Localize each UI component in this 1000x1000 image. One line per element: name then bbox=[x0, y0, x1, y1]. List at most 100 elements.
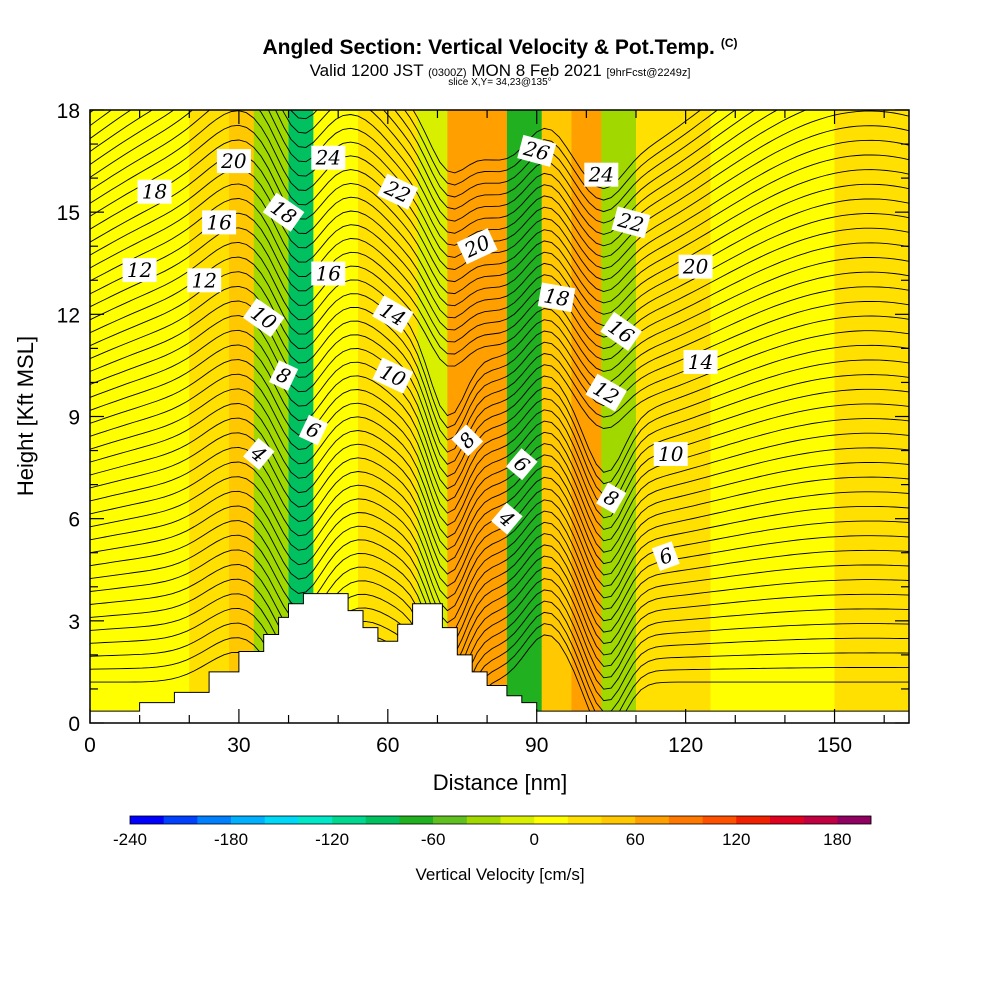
isentrope-label-text: 18 bbox=[142, 180, 167, 204]
colorbar-swatch bbox=[736, 816, 771, 824]
title-tag: (C) bbox=[720, 36, 738, 50]
isentrope-label-text: 10 bbox=[658, 442, 684, 466]
isentrope-label: 12 bbox=[187, 268, 222, 293]
isentrope-label-bg bbox=[678, 254, 713, 279]
colorbar-label: -180 bbox=[214, 830, 248, 849]
y-tick-label: 12 bbox=[57, 304, 80, 327]
isentrope-line bbox=[90, 520, 909, 648]
x-tick-label: 60 bbox=[376, 734, 399, 757]
terrain-mask bbox=[89, 593, 910, 724]
velocity-band bbox=[228, 110, 255, 723]
colorbar-swatch bbox=[837, 816, 872, 824]
isentrope-line bbox=[90, 110, 909, 270]
isentrope-label-bg bbox=[311, 145, 346, 170]
isentrope-label-bg bbox=[611, 206, 651, 239]
isentrope-line bbox=[90, 139, 909, 304]
isentrope-line bbox=[90, 110, 756, 224]
isentrope-label-text: 12 bbox=[191, 268, 216, 292]
colorbar-label: -60 bbox=[421, 830, 446, 849]
isentrope-line bbox=[90, 110, 736, 213]
colorbar-title: Vertical Velocity [cm/s] bbox=[415, 865, 584, 884]
colorbar-swatch bbox=[769, 816, 804, 824]
y-tick-label: 9 bbox=[68, 407, 80, 430]
isentrope-line bbox=[90, 344, 909, 502]
isentrope-label-text: 16 bbox=[206, 210, 232, 234]
y-tick-label: 15 bbox=[57, 202, 80, 225]
x-tick-label: 90 bbox=[525, 734, 548, 757]
isentrope-label-bg bbox=[216, 149, 251, 174]
isentrope-label: 16 bbox=[311, 261, 346, 286]
isentrope-label: 18 bbox=[537, 282, 576, 313]
isentrope-line bbox=[90, 183, 909, 338]
y-tick-label: 6 bbox=[68, 509, 80, 532]
colorbar-frame bbox=[129, 815, 872, 825]
colorbar-swatch bbox=[500, 816, 535, 824]
isentrope-label-bg bbox=[311, 261, 346, 286]
colorbar bbox=[129, 815, 872, 825]
valid-date: MON 8 Feb 2021 bbox=[471, 61, 602, 80]
isentrope-line bbox=[90, 315, 909, 478]
velocity-band bbox=[90, 110, 190, 723]
isentrope-line bbox=[90, 110, 909, 258]
isentrope-label-bg bbox=[269, 360, 299, 391]
colorbar-label: 60 bbox=[626, 830, 645, 849]
colorbar-swatch bbox=[466, 816, 501, 824]
isentrope-line bbox=[90, 198, 909, 350]
x-tick-label: 150 bbox=[817, 734, 852, 757]
isentrope-label-text: 24 bbox=[315, 146, 341, 170]
isentrope-label: 18 bbox=[137, 179, 172, 204]
isentrope-label-bg bbox=[585, 373, 627, 412]
x-tick-label: 0 bbox=[84, 734, 96, 757]
velocity-band bbox=[710, 110, 836, 723]
colorbar-swatch bbox=[702, 816, 737, 824]
isentrope-label-bg bbox=[491, 502, 523, 535]
isentrope-label: 6 bbox=[298, 414, 328, 446]
isentrope-label: 8 bbox=[269, 360, 299, 391]
isentrope-label-bg bbox=[372, 357, 414, 394]
isentrope-label-bg bbox=[372, 295, 414, 334]
isentrope-label-text: 14 bbox=[688, 350, 713, 374]
isentrope-label-text: 16 bbox=[316, 262, 342, 286]
isentrope-label-bg bbox=[187, 268, 222, 293]
isentrope-label-bg bbox=[243, 438, 275, 470]
isentrope-line bbox=[90, 359, 909, 514]
y-tick-label: 18 bbox=[57, 100, 80, 123]
isentrope-line bbox=[90, 110, 808, 247]
velocity-band bbox=[358, 110, 419, 723]
isentrope-label-bg bbox=[456, 228, 498, 265]
isentrope-label-bg bbox=[651, 541, 680, 571]
isentrope-line bbox=[90, 589, 909, 709]
colorbar-swatch bbox=[332, 816, 367, 824]
isentrope-line bbox=[412, 110, 702, 190]
isentrope-label-bg bbox=[600, 311, 642, 351]
colorbar-label: 0 bbox=[529, 830, 538, 849]
x-axis-title: Distance [nm] bbox=[433, 770, 568, 795]
isentrope-label: 8 bbox=[596, 482, 627, 514]
isentrope-label-text: 18 bbox=[542, 283, 571, 311]
colorbar-label: 180 bbox=[823, 830, 851, 849]
colorbar-swatch bbox=[399, 816, 434, 824]
isentrope-label: 12 bbox=[122, 258, 157, 283]
colorbar-labels: -240 -180 -120 -60 0 60 120 180 bbox=[113, 830, 852, 849]
isentrope-label-bg bbox=[202, 210, 237, 235]
isentrope-label: 6 bbox=[651, 541, 680, 571]
isentrope-line bbox=[90, 490, 909, 624]
colorbar-swatch bbox=[264, 816, 299, 824]
colorbar-label: -240 bbox=[113, 830, 147, 849]
colorbar-swatch bbox=[433, 816, 468, 824]
title-text: Angled Section: Vertical Velocity & Pot.… bbox=[262, 36, 715, 59]
isentrope-label: 16 bbox=[202, 210, 237, 235]
isentrope-line bbox=[90, 388, 909, 539]
colorbar-swatch bbox=[163, 816, 198, 824]
y-tick-labels: 0 3 6 9 12 15 18 bbox=[57, 100, 80, 736]
isentrope-label-text: 20 bbox=[682, 255, 709, 279]
isentrope-line bbox=[90, 600, 909, 721]
isentrope-label-bg bbox=[242, 298, 285, 338]
isentrope-line bbox=[90, 578, 909, 697]
colorbar-swatch bbox=[567, 816, 602, 824]
forecast-info: [9hrFcst@2249z] bbox=[606, 67, 691, 79]
isentrope-label-bg bbox=[506, 448, 538, 481]
y-axis-title: Height [Kft MSL] bbox=[13, 336, 38, 496]
colorbar-swatch bbox=[298, 816, 333, 824]
